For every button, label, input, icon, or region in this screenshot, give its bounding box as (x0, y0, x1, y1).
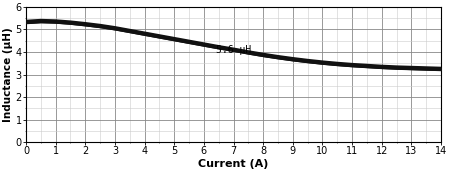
Text: 5.6 μH: 5.6 μH (216, 45, 251, 55)
Y-axis label: Inductance (μH): Inductance (μH) (3, 27, 13, 122)
X-axis label: Current (A): Current (A) (198, 159, 269, 169)
